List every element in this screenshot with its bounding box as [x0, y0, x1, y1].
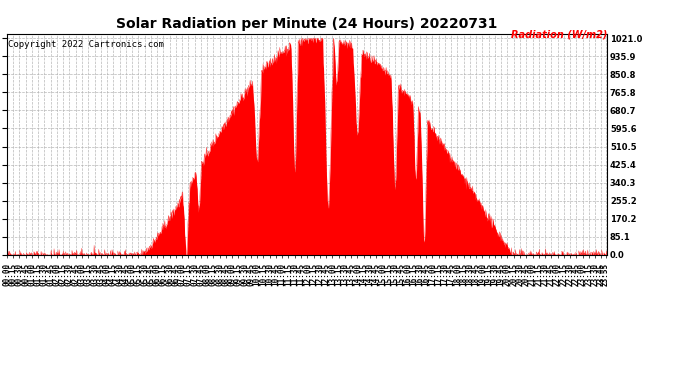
Text: Radiation (W/m2): Radiation (W/m2) [511, 29, 607, 39]
Title: Solar Radiation per Minute (24 Hours) 20220731: Solar Radiation per Minute (24 Hours) 20… [117, 17, 497, 31]
Text: Copyright 2022 Cartronics.com: Copyright 2022 Cartronics.com [8, 40, 164, 50]
